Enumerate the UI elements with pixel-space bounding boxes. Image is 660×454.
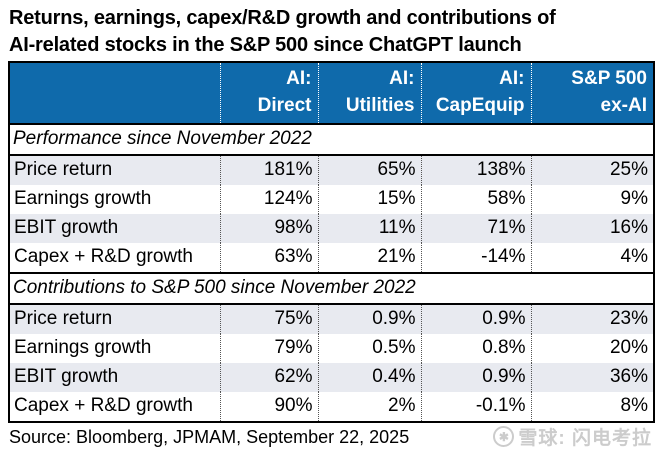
- table-row: EBIT growth 62% 0.4% 0.9% 36%: [9, 363, 654, 392]
- cell-value: 63%: [219, 243, 318, 273]
- source-note: Source: Bloomberg, JPMAM, September 22, …: [9, 427, 410, 447]
- cell-value: 0.8%: [420, 334, 531, 363]
- col-header-line: AI:: [499, 68, 525, 89]
- row-label: Price return: [9, 155, 220, 185]
- cell-value: 36%: [530, 363, 654, 392]
- cell-value: 124%: [219, 185, 318, 214]
- col-header-ai-utilities: AI: Utilities: [317, 62, 421, 125]
- cell-value: 62%: [219, 363, 318, 392]
- col-header-line: CapEquip: [435, 95, 525, 116]
- col-header-ai-direct: AI: Direct: [219, 62, 318, 125]
- row-label: EBIT growth: [9, 363, 220, 392]
- cell-value: 0.9%: [317, 304, 421, 334]
- table-row: Earnings growth 124% 15% 58% 9%: [9, 185, 654, 214]
- table-row: Capex + R&D growth 63% 21% -14% 4%: [9, 243, 654, 273]
- section-heading: Contributions to S&P 500 since November …: [9, 272, 654, 305]
- cell-value: 15%: [317, 185, 421, 214]
- cell-value: 0.9%: [420, 363, 531, 392]
- col-header-sp500-ex-ai: S&P 500 ex-AI: [530, 62, 654, 125]
- watermark-text: 雪球: 闪电考拉: [518, 428, 652, 449]
- cell-value: 25%: [530, 155, 654, 185]
- col-header-ai-capequip: AI: CapEquip: [420, 62, 531, 125]
- row-label: EBIT growth: [9, 214, 220, 243]
- figure: Returns, earnings, capex/R&D growth and …: [0, 5, 660, 450]
- table-row: Price return 181% 65% 138% 25%: [9, 155, 654, 185]
- cell-value: 4%: [530, 243, 654, 273]
- header-row: AI: Direct AI: Utilities AI: CapEquip S&…: [9, 62, 654, 125]
- table-row: Earnings growth 79% 0.5% 0.8% 20%: [9, 334, 654, 363]
- table-row: Price return 75% 0.9% 0.9% 23%: [9, 304, 654, 334]
- row-label: Earnings growth: [9, 185, 220, 214]
- title-line-2: AI-related stocks in the S&P 500 since C…: [9, 34, 522, 56]
- row-label: Earnings growth: [9, 334, 220, 363]
- col-header-line: AI:: [389, 68, 415, 89]
- cell-value: -14%: [420, 243, 531, 273]
- row-label: Price return: [9, 304, 220, 334]
- cell-value: 65%: [317, 155, 421, 185]
- title-line-1: Returns, earnings, capex/R&D growth and …: [9, 7, 556, 29]
- header-empty-cell: [9, 62, 220, 125]
- cell-value: 71%: [420, 214, 531, 243]
- row-label: Capex + R&D growth: [9, 392, 220, 422]
- cell-value: 79%: [219, 334, 318, 363]
- col-header-line: ex-AI: [600, 95, 647, 116]
- cell-value: 138%: [420, 155, 531, 185]
- cell-value: 2%: [317, 392, 421, 422]
- cell-value: 23%: [530, 304, 654, 334]
- xueqiu-logo-icon: ✱: [493, 426, 515, 447]
- cell-value: 16%: [530, 214, 654, 243]
- section-heading: Performance since November 2022: [9, 123, 654, 156]
- section-heading-row: Performance since November 2022: [9, 123, 654, 156]
- cell-value: 0.9%: [420, 304, 531, 334]
- cell-value: 75%: [219, 304, 318, 334]
- col-header-line: Utilities: [345, 95, 415, 116]
- section-heading-row: Contributions to S&P 500 since November …: [9, 272, 654, 305]
- col-header-line: S&P 500: [571, 68, 647, 89]
- cell-value: 181%: [219, 155, 318, 185]
- col-header-line: AI:: [286, 68, 312, 89]
- cell-value: 0.4%: [317, 363, 421, 392]
- watermark: ✱ 雪球: 闪电考拉: [493, 423, 652, 450]
- figure-title: Returns, earnings, capex/R&D growth and …: [9, 5, 660, 59]
- table-row: EBIT growth 98% 11% 71% 16%: [9, 214, 654, 243]
- cell-value: 8%: [530, 392, 654, 422]
- col-header-line: Direct: [257, 95, 312, 116]
- cell-value: -0.1%: [420, 392, 531, 422]
- cell-value: 11%: [317, 214, 421, 243]
- cell-value: 20%: [530, 334, 654, 363]
- cell-value: 98%: [219, 214, 318, 243]
- cell-value: 58%: [420, 185, 531, 214]
- cell-value: 90%: [219, 392, 318, 422]
- cell-value: 9%: [530, 185, 654, 214]
- cell-value: 0.5%: [317, 334, 421, 363]
- cell-value: 21%: [317, 243, 421, 273]
- data-table: AI: Direct AI: Utilities AI: CapEquip S&…: [8, 61, 655, 423]
- row-label: Capex + R&D growth: [9, 243, 220, 273]
- table-row: Capex + R&D growth 90% 2% -0.1% 8%: [9, 392, 654, 422]
